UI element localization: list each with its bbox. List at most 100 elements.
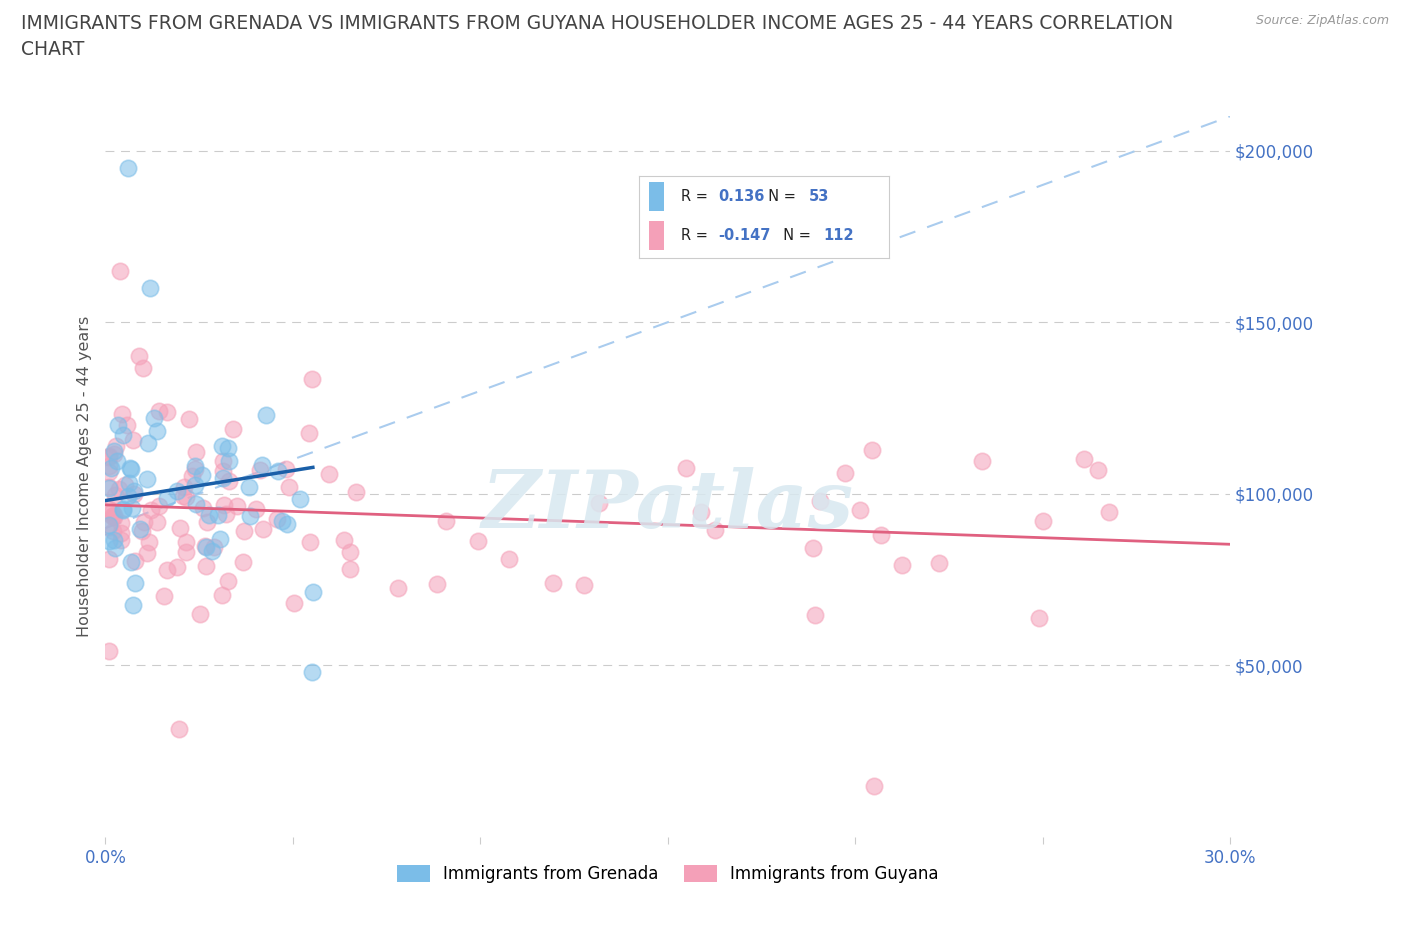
Point (212, 454, 235, 469)
Point (142, 410, 165, 425)
Point (863, 778, 886, 793)
Point (572, 578, 595, 592)
Point (98, 520, 121, 535)
Point (1098, 504, 1121, 519)
Point (111, 502, 134, 517)
Point (124, 554, 146, 569)
Text: 53: 53 (810, 189, 830, 205)
Point (174, 545, 197, 560)
Point (120, 461, 142, 476)
Point (239, 509, 262, 524)
Point (217, 441, 239, 456)
Point (804, 607, 827, 622)
Point (112, 502, 135, 517)
Point (183, 478, 205, 493)
Point (101, 509, 124, 524)
Point (860, 443, 883, 458)
Point (209, 532, 232, 547)
Point (283, 596, 305, 611)
Text: IMMIGRANTS FROM GRENADA VS IMMIGRANTS FROM GUYANA HOUSEHOLDER INCOME AGES 25 - 4: IMMIGRANTS FROM GRENADA VS IMMIGRANTS FR… (21, 14, 1174, 33)
Point (970, 454, 993, 469)
Point (834, 466, 856, 481)
Point (110, 533, 132, 548)
Point (179, 411, 201, 426)
Point (108, 482, 131, 497)
Point (100, 460, 122, 475)
Point (103, 510, 125, 525)
Point (118, 460, 141, 475)
FancyBboxPatch shape (650, 181, 664, 211)
Point (810, 494, 832, 509)
Point (201, 543, 224, 558)
Point (211, 464, 233, 479)
Point (212, 471, 235, 485)
Point (174, 535, 197, 550)
Point (928, 555, 950, 570)
Point (387, 580, 409, 595)
Point (232, 555, 254, 570)
Point (288, 491, 311, 506)
FancyBboxPatch shape (650, 220, 664, 250)
Point (339, 544, 361, 559)
Point (194, 559, 217, 574)
Point (156, 563, 179, 578)
Point (266, 512, 288, 526)
Point (222, 421, 245, 436)
Point (110, 406, 132, 421)
Point (141, 502, 163, 517)
Point (211, 588, 233, 603)
Point (270, 514, 292, 529)
Point (166, 484, 188, 498)
Text: Source: ZipAtlas.com: Source: ZipAtlas.com (1256, 14, 1389, 27)
Point (299, 535, 322, 550)
Point (344, 485, 367, 499)
Point (467, 533, 489, 548)
Point (98, 518, 121, 533)
Point (188, 606, 211, 621)
Point (276, 517, 298, 532)
Point (117, 488, 139, 503)
Point (318, 467, 340, 482)
Point (152, 589, 174, 604)
Point (136, 436, 159, 451)
Point (302, 585, 325, 600)
Point (249, 462, 271, 477)
Point (103, 446, 125, 461)
Point (105, 439, 128, 454)
Point (98, 481, 121, 496)
Point (146, 423, 169, 438)
Point (172, 489, 194, 504)
Point (136, 546, 159, 561)
Point (124, 484, 146, 498)
Text: 0.136: 0.136 (718, 189, 765, 205)
Point (301, 665, 323, 680)
Point (194, 539, 217, 554)
Point (1028, 611, 1050, 626)
Point (298, 425, 321, 440)
Point (103, 533, 125, 548)
Point (212, 498, 235, 512)
Point (436, 513, 458, 528)
Point (114, 478, 136, 493)
Point (703, 523, 725, 538)
Point (278, 480, 301, 495)
Point (98, 501, 121, 516)
Point (218, 454, 240, 469)
Text: CHART: CHART (21, 40, 84, 59)
Legend: Immigrants from Grenada, Immigrants from Guyana: Immigrants from Grenada, Immigrants from… (389, 858, 946, 890)
Point (198, 507, 221, 522)
Point (333, 532, 356, 547)
Point (98, 449, 121, 464)
Point (98, 644, 121, 658)
Point (100, 504, 122, 519)
Point (135, 472, 157, 486)
Point (131, 524, 153, 538)
Point (191, 468, 214, 483)
Point (98, 458, 121, 473)
Point (128, 349, 150, 364)
Text: N =: N = (759, 189, 800, 205)
Point (120, 555, 142, 570)
Point (98, 551, 121, 566)
Text: ZIPatlas: ZIPatlas (482, 467, 853, 544)
Point (226, 498, 249, 513)
